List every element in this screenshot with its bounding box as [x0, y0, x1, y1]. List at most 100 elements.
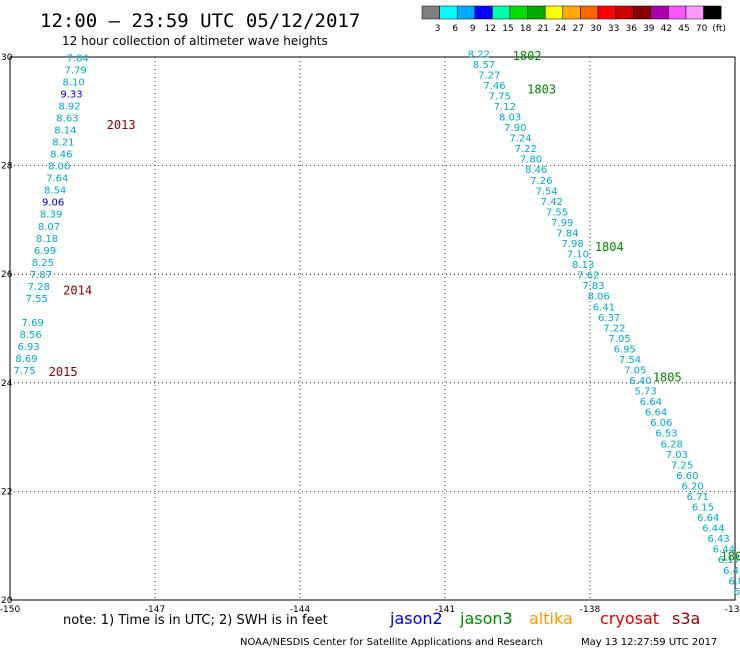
legend-swatch	[562, 5, 581, 20]
chart-subtitle: 12 hour collection of altimeter wave hei…	[62, 34, 328, 48]
legend-swatch	[615, 5, 634, 20]
x-tick-label: -135	[725, 605, 740, 615]
legend-swatch	[474, 5, 493, 20]
wave-height-value: 6.71	[687, 492, 709, 503]
legend-label: 36	[625, 24, 637, 34]
wave-height-value: 6.64	[645, 408, 667, 419]
wave-height-value: 8.00	[48, 162, 70, 173]
pass-label: 1805	[653, 370, 682, 384]
legend-label: 27	[573, 24, 584, 34]
pass-label: 2013	[107, 118, 136, 132]
wave-height-value: 8.14	[54, 126, 76, 137]
wave-height-value: 7.55	[546, 207, 568, 218]
legend-swatch	[544, 5, 564, 20]
legend-swatch	[421, 5, 440, 20]
wave-height-value: 7.69	[22, 318, 44, 329]
x-tick-label: -144	[290, 605, 311, 615]
wave-height-value: 6.64	[697, 513, 719, 524]
satellite-name: altika	[529, 609, 573, 628]
wave-height-value: 7.80	[520, 155, 542, 166]
wave-height-value: 8.63	[56, 114, 78, 125]
wave-height-marks: 7.847.798.109.338.928.638.148.218.468.00…	[13, 49, 740, 598]
legend-swatch	[527, 5, 546, 20]
wave-height-value: 8.69	[15, 354, 37, 365]
legend-label: 30	[590, 24, 602, 34]
legend-label: 6	[452, 24, 458, 34]
legend-swatch	[492, 5, 511, 20]
wave-height-value: 7.22	[515, 144, 537, 155]
wave-height-value: 6.64	[640, 397, 662, 408]
wave-height-value: 7.05	[624, 366, 646, 377]
plot-frame	[9, 56, 736, 601]
pass-label: 2014	[63, 283, 92, 297]
legend-swatch	[650, 5, 669, 20]
legend-label: 70	[696, 24, 708, 34]
color-legend: 3 6 9 12 15 18 21 24 27 30 33 36 39 42 45 70 (ft)	[421, 5, 726, 34]
y-tick-label: 30	[1, 53, 13, 63]
wave-height-value: 8.92	[58, 102, 80, 113]
legend-label: 24	[555, 24, 567, 34]
wave-height-value: 6.41	[593, 302, 615, 313]
pass-label: 2015	[49, 365, 78, 379]
pass-label: 1802	[513, 49, 542, 63]
wave-height-value: 6.99	[34, 246, 56, 257]
wave-height-value: 6.40	[629, 376, 651, 387]
wave-height-value: 9.33	[60, 90, 82, 101]
wave-height-value: 7.03	[666, 450, 688, 461]
pass-label: 1804	[595, 240, 624, 254]
satellite-name: cryosat	[600, 609, 659, 628]
wave-height-value: 8.39	[40, 210, 62, 221]
wave-height-value: 7.42	[541, 197, 563, 208]
x-tick-label: -141	[435, 605, 455, 615]
wave-height-value: 6.06	[650, 418, 672, 429]
legend-label: 15	[502, 24, 513, 34]
wave-height-value: 6.44	[702, 524, 724, 535]
wave-height-value: 6.37	[598, 313, 620, 324]
footer-note: note: 1) Time is in UTC; 2) SWH is in fe…	[63, 613, 328, 628]
wave-height-value: 7.84	[67, 54, 89, 65]
wave-height-value: 8.13	[572, 260, 594, 271]
y-tick-label: 26	[1, 270, 13, 280]
wave-height-value: 7.87	[30, 270, 52, 281]
legend-swatch	[580, 5, 599, 20]
legend-label: 33	[608, 24, 619, 34]
wave-height-value: 8.18	[36, 234, 58, 245]
legend-swatch	[668, 5, 687, 20]
legend-label: 18	[520, 24, 532, 34]
pass-label: 1803	[527, 83, 556, 97]
wave-height-value: 7.84	[556, 228, 578, 239]
wave-height-value: 6.20	[681, 481, 703, 492]
wave-height-value: 8.10	[62, 78, 84, 89]
wave-height-value: 6.44	[713, 545, 735, 556]
y-tick-label: 24	[1, 379, 13, 389]
wave-height-value: 7.05	[608, 334, 630, 345]
legend-swatch	[509, 5, 528, 20]
wave-height-value: 5.73	[634, 387, 656, 398]
wave-height-value: 6.83	[728, 576, 740, 587]
legend-label: (ft)	[712, 24, 726, 34]
x-tick-label: -147	[145, 605, 165, 615]
wave-height-value: 7.26	[530, 176, 552, 187]
legend-label: 12	[485, 24, 496, 34]
legend-swatch	[703, 5, 722, 20]
wave-height-value: 7.62	[577, 271, 599, 282]
y-tick-label: 20	[1, 596, 13, 606]
wave-height-value: 8.03	[499, 113, 521, 124]
wave-height-value: 7.75	[489, 91, 511, 102]
wave-height-value: 8.56	[20, 330, 42, 341]
x-tick-label: -150	[0, 605, 20, 615]
wave-height-value: 8.46	[525, 165, 547, 176]
pass-label: 180	[721, 550, 740, 564]
wave-height-value: 7.46	[483, 81, 505, 92]
wave-height-value: 7.54	[535, 186, 557, 197]
footer-timestamp: May 13 12:27:59 UTC 2017	[581, 637, 717, 648]
wave-height-value: 8.21	[52, 138, 74, 149]
x-tick-label: -138	[580, 605, 601, 615]
legend-label: 9	[470, 24, 476, 34]
wave-height-value: 7.12	[494, 102, 516, 113]
wave-height-value: 8.07	[38, 222, 60, 233]
wave-height-value: 8.22	[468, 49, 490, 60]
legend-label: 45	[678, 24, 689, 34]
wave-height-value: 6.53	[655, 429, 677, 440]
